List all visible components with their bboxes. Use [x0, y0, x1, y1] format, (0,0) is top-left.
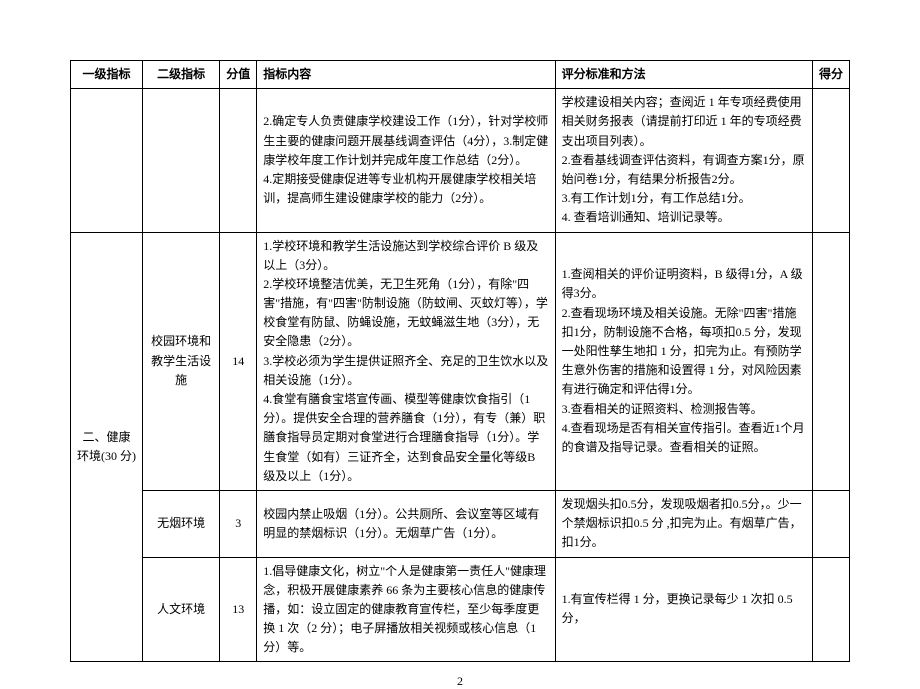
cell-score: 13 [220, 557, 257, 662]
cell-score: 14 [220, 232, 257, 490]
cell-result [812, 89, 849, 232]
cell-score [220, 89, 257, 232]
cell-level2: 校园环境和教学生活设施 [143, 232, 220, 490]
table-header-row: 一级指标 二级指标 分值 指标内容 评分标准和方法 得分 [71, 61, 850, 89]
header-result: 得分 [812, 61, 849, 89]
cell-content: 1.倡导健康文化，树立"个人是健康第一责任人"健康理念，积极开展健康素养 66 … [257, 557, 555, 662]
cell-evaluation: 发现烟头扣0.5分，发现吸烟者扣0.5分，。少一个禁烟标识扣0.5 分 ,扣完为… [555, 490, 812, 557]
cell-evaluation: 1.有宣传栏得 1 分，更换记录每少 1 次扣 0.5 分， [555, 557, 812, 662]
header-level1: 一级指标 [71, 61, 143, 89]
table-row: 人文环境 13 1.倡导健康文化，树立"个人是健康第一责任人"健康理念，积极开展… [71, 557, 850, 662]
cell-level2 [143, 89, 220, 232]
cell-content: 校园内禁止吸烟（1分）。公共厕所、会议室等区域有明显的禁烟标识（1分）。无烟草广… [257, 490, 555, 557]
cell-evaluation: 1.查阅相关的评价证明资料，B 级得1分，A 级得3分。2.查看现场环境及相关设… [555, 232, 812, 490]
evaluation-table: 一级指标 二级指标 分值 指标内容 评分标准和方法 得分 2.确定专人负责健康学… [70, 60, 850, 662]
cell-score: 3 [220, 490, 257, 557]
cell-result [812, 232, 849, 490]
table-row: 2.确定专人负责健康学校建设工作（1分），针对学校师生主要的健康问题开展基线调查… [71, 89, 850, 232]
cell-level2: 人文环境 [143, 557, 220, 662]
header-score: 分值 [220, 61, 257, 89]
cell-level1 [71, 89, 143, 232]
cell-evaluation: 学校建设相关内容；查阅近 1 年专项经费使用相关财务报表（请提前打印近 1 年的… [555, 89, 812, 232]
cell-content: 1.学校环境和教学生活设施达到学校综合评价 B 级及以上（3分）。2.学校环境整… [257, 232, 555, 490]
table-row: 二、健康环境(30 分) 校园环境和教学生活设施 14 1.学校环境和教学生活设… [71, 232, 850, 490]
header-evaluation: 评分标准和方法 [555, 61, 812, 89]
cell-result [812, 557, 849, 662]
header-content: 指标内容 [257, 61, 555, 89]
header-level2: 二级指标 [143, 61, 220, 89]
table-row: 无烟环境 3 校园内禁止吸烟（1分）。公共厕所、会议室等区域有明显的禁烟标识（1… [71, 490, 850, 557]
page-number: 2 [70, 674, 850, 689]
cell-result [812, 490, 849, 557]
cell-content: 2.确定专人负责健康学校建设工作（1分），针对学校师生主要的健康问题开展基线调查… [257, 89, 555, 232]
cell-level1: 二、健康环境(30 分) [71, 232, 143, 662]
cell-level2: 无烟环境 [143, 490, 220, 557]
